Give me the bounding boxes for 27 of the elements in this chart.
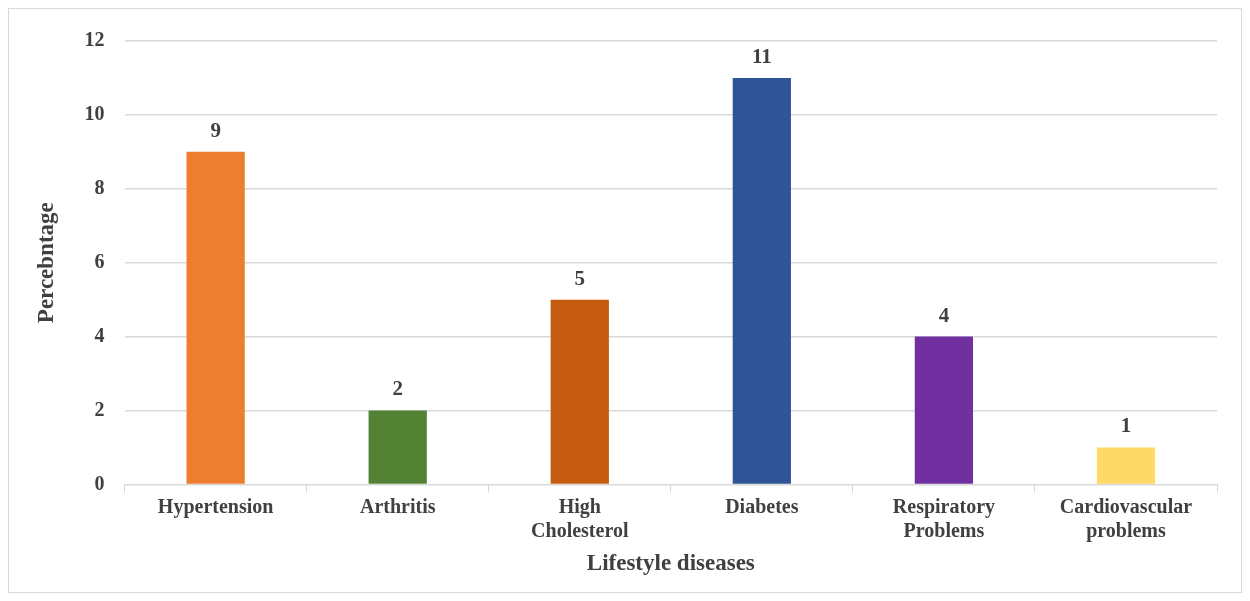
x-tick-label: High Cholesterol xyxy=(531,494,629,541)
bar xyxy=(1096,447,1156,484)
x-tick-label: Respiratory Problems xyxy=(892,494,995,541)
data-label: 1 xyxy=(1120,413,1132,438)
y-axis-title: Percebntage xyxy=(32,202,58,324)
data-label: 4 xyxy=(938,302,950,327)
y-tick-label: 12 xyxy=(84,28,105,51)
y-tick-label: 2 xyxy=(94,397,105,420)
x-tick-label: Hypertension xyxy=(157,494,274,518)
bar xyxy=(368,410,427,484)
y-tick-label: 4 xyxy=(94,323,105,346)
x-axis-title: Lifestyle diseases xyxy=(586,550,755,576)
x-tick-label: Diabetes xyxy=(725,494,799,517)
data-label: 9 xyxy=(210,117,221,142)
data-label: 11 xyxy=(751,43,772,68)
data-label: 2 xyxy=(392,376,403,401)
y-tick-label: 10 xyxy=(84,102,105,125)
bar xyxy=(186,151,245,484)
bar xyxy=(550,299,609,484)
y-tick-label: 0 xyxy=(94,471,105,494)
bar xyxy=(914,336,974,484)
bar xyxy=(732,77,791,484)
data-label: 5 xyxy=(574,265,586,290)
x-tick-label: Arthritis xyxy=(359,494,436,517)
y-tick-label: 6 xyxy=(94,249,105,272)
y-tick-label: 8 xyxy=(94,175,105,198)
x-tick-label: Cardiovascular problems xyxy=(1059,494,1193,542)
